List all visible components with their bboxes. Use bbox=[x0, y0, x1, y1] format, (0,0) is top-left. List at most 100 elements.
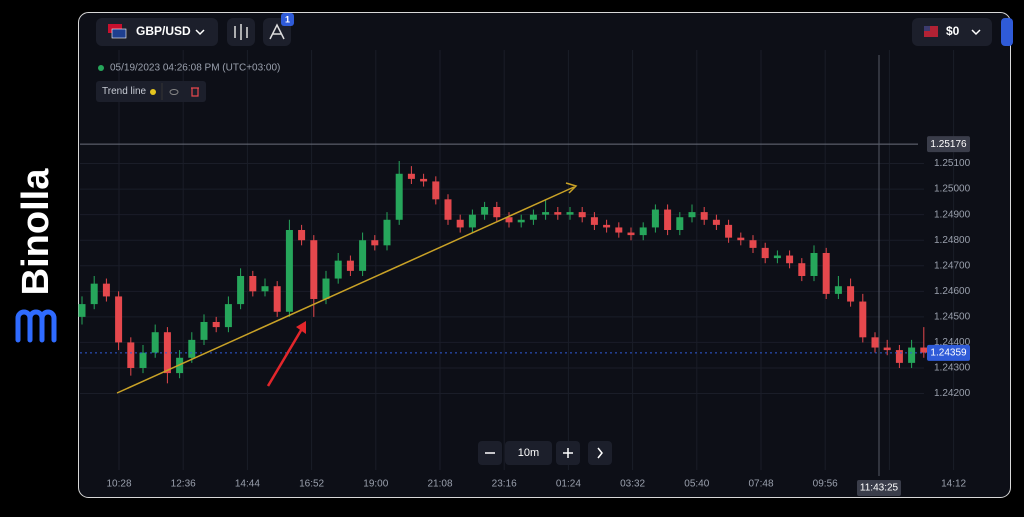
candle-body bbox=[712, 219, 720, 225]
candle-body bbox=[773, 255, 781, 259]
candle-body bbox=[700, 212, 708, 220]
current-price-box bbox=[927, 344, 970, 361]
candle-body bbox=[334, 260, 342, 279]
pointer-arrow bbox=[266, 326, 305, 387]
candle-body bbox=[822, 252, 830, 294]
y-tick-label: 1.24300 bbox=[934, 363, 971, 374]
crosshair-time-box bbox=[857, 480, 901, 496]
balance-label: $0 bbox=[946, 24, 960, 38]
candle-body bbox=[847, 286, 855, 302]
candle-body bbox=[188, 339, 196, 358]
candle-body bbox=[664, 209, 672, 230]
balance-selector[interactable]: $0 bbox=[912, 18, 992, 46]
candle-body bbox=[237, 275, 245, 305]
balance-button[interactable] bbox=[912, 18, 992, 46]
candle-body bbox=[481, 206, 489, 215]
candle-body bbox=[590, 217, 598, 225]
y-tick-label: 1.25000 bbox=[934, 184, 971, 195]
candle-body bbox=[139, 352, 147, 368]
y-tick-label: 1.24200 bbox=[934, 388, 971, 399]
scroll-right-button[interactable] bbox=[588, 441, 612, 465]
y-tick-label: 1.24400 bbox=[934, 337, 971, 348]
candle-body bbox=[261, 286, 269, 292]
candle-body bbox=[359, 240, 367, 271]
candle-body bbox=[432, 181, 440, 200]
candle-body bbox=[383, 219, 391, 246]
candle-body bbox=[468, 214, 476, 228]
chevron-icon bbox=[597, 447, 603, 459]
candle-body bbox=[200, 321, 208, 340]
candle-body bbox=[798, 263, 806, 276]
status-dot bbox=[98, 65, 104, 71]
candle-body bbox=[651, 209, 659, 228]
y-tick-label: 1.24900 bbox=[934, 209, 971, 220]
dropdown-icon bbox=[971, 29, 981, 36]
candle-body bbox=[298, 229, 306, 241]
y-tick-label: 1.25100 bbox=[934, 158, 971, 169]
candle-body bbox=[639, 227, 647, 236]
x-tick-label: 23:16 bbox=[492, 479, 517, 490]
candle-body bbox=[542, 212, 550, 215]
candle-body bbox=[786, 255, 794, 264]
candle-body bbox=[420, 178, 428, 182]
candle-body bbox=[859, 301, 867, 338]
y-tick-label: 1.24600 bbox=[934, 286, 971, 297]
y-tick-label: 1.24800 bbox=[934, 235, 971, 246]
candle-body bbox=[444, 199, 452, 220]
flag bbox=[924, 26, 930, 31]
level-label-box bbox=[927, 136, 970, 153]
plot: 10:28 12:36 14:44 16:52 19:00 21:08 23:16 01:24… bbox=[78, 50, 971, 496]
tool-color bbox=[150, 89, 156, 95]
badge-count: 1 bbox=[285, 14, 290, 24]
timeframe-label: 10m bbox=[518, 447, 539, 459]
x-tick-label: 05:40 bbox=[684, 479, 709, 490]
x-tick-label: 09:56 bbox=[813, 479, 838, 490]
candle-body bbox=[407, 173, 415, 179]
x-tick-label: 21:08 bbox=[427, 479, 452, 490]
y-tick-label: 1.24500 bbox=[934, 312, 971, 323]
candle-body bbox=[322, 278, 330, 299]
pair-button[interactable] bbox=[96, 18, 218, 46]
candle-body bbox=[566, 212, 574, 215]
visibility-icon[interactable] bbox=[169, 89, 179, 95]
candle-body bbox=[456, 219, 464, 228]
timestamp: 05/19/2023 04:26:08 PM (UTC+03:00) bbox=[110, 63, 280, 74]
pointer-arrowhead bbox=[296, 321, 306, 334]
candle-body bbox=[371, 240, 379, 246]
candle-body bbox=[895, 350, 903, 363]
flag bbox=[924, 26, 938, 37]
x-tick-label: 14:44 bbox=[235, 479, 260, 490]
candle-body bbox=[871, 337, 879, 348]
trend-line bbox=[116, 186, 575, 394]
candle-body bbox=[603, 224, 611, 228]
candle-body bbox=[920, 347, 928, 353]
candle-body bbox=[688, 212, 696, 218]
candle-body bbox=[725, 224, 733, 238]
x-tick-label: 03:32 bbox=[620, 479, 645, 490]
candle-body bbox=[115, 296, 123, 343]
pair-selector[interactable]: GBP/USD bbox=[96, 18, 218, 46]
level-label: 1.25176 bbox=[930, 139, 967, 150]
candle-body bbox=[529, 214, 537, 220]
candle-body bbox=[224, 304, 232, 328]
candle-body bbox=[90, 283, 98, 305]
candle-body bbox=[761, 247, 769, 259]
candle-body bbox=[810, 252, 818, 276]
candle-body bbox=[834, 286, 842, 294]
candle-body bbox=[883, 347, 891, 351]
candle-body bbox=[505, 217, 513, 223]
drawing-tool-label: Trend line bbox=[102, 86, 147, 97]
x-tick-label: 01:24 bbox=[556, 479, 581, 490]
brand-logo bbox=[15, 309, 57, 343]
delete-icon[interactable] bbox=[191, 87, 199, 97]
candle-body bbox=[908, 347, 916, 363]
candle-body bbox=[285, 229, 293, 312]
candle-body bbox=[395, 173, 403, 220]
candle-body bbox=[554, 212, 562, 215]
pair-label: GBP/USD bbox=[136, 24, 191, 38]
brand: Binolla bbox=[15, 168, 57, 296]
timeframe-button[interactable] bbox=[505, 441, 552, 465]
candle-body bbox=[737, 237, 745, 241]
candle-body bbox=[749, 240, 757, 248]
side-button[interactable] bbox=[1001, 18, 1013, 46]
